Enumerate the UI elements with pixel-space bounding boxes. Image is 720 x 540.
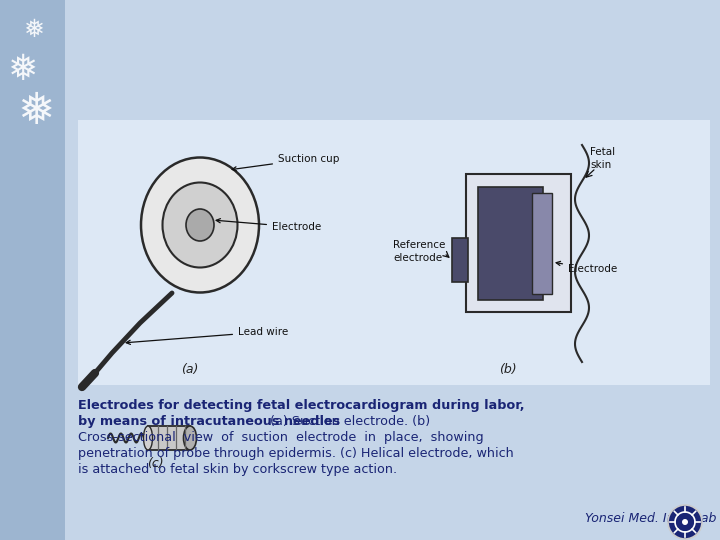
Ellipse shape	[184, 426, 197, 450]
Bar	[452, 238, 468, 282]
Text: (a) Suction electrode. (b): (a) Suction electrode. (b)	[266, 415, 430, 428]
Text: skin: skin	[590, 160, 611, 170]
Bar	[478, 187, 543, 300]
Bar	[466, 174, 571, 312]
Text: Yonsei Med. Instr.Lab: Yonsei Med. Instr.Lab	[585, 511, 716, 524]
Text: (a): (a)	[181, 363, 199, 376]
Text: (b): (b)	[499, 363, 517, 376]
Text: Lead wire: Lead wire	[126, 327, 288, 345]
Bar	[65, 388, 720, 540]
Ellipse shape	[141, 158, 259, 293]
Ellipse shape	[143, 426, 153, 450]
Bar	[532, 193, 552, 294]
Bar	[0, 0, 65, 540]
Text: Fetal: Fetal	[590, 147, 615, 157]
Text: Electrodes for detecting fetal electrocardiogram during labor,: Electrodes for detecting fetal electroca…	[78, 399, 524, 412]
Text: penetration of probe through epidermis. (c) Helical electrode, which: penetration of probe through epidermis. …	[78, 447, 514, 460]
Text: ❅: ❅	[7, 53, 37, 87]
Circle shape	[668, 505, 702, 539]
Text: electrode: electrode	[393, 253, 442, 263]
Text: is attached to fetal skin by corkscrew type action.: is attached to fetal skin by corkscrew t…	[78, 463, 397, 476]
Text: Electrode: Electrode	[216, 219, 321, 232]
Text: Electrode: Electrode	[556, 261, 617, 274]
Circle shape	[682, 519, 688, 525]
Bar	[148, 426, 190, 450]
Text: ❅: ❅	[17, 91, 55, 133]
Text: Suction cup: Suction cup	[232, 154, 339, 171]
Bar	[78, 120, 710, 385]
Text: Cross-sectional  view  of  suction  electrode  in  place,  showing: Cross-sectional view of suction electrod…	[78, 431, 484, 444]
Text: by means of intracutaneous needles: by means of intracutaneous needles	[78, 415, 340, 428]
Text: ❅: ❅	[24, 18, 45, 42]
Text: (c): (c)	[147, 457, 163, 470]
Ellipse shape	[163, 183, 238, 267]
Text: Reference: Reference	[393, 240, 446, 250]
Ellipse shape	[186, 209, 214, 241]
